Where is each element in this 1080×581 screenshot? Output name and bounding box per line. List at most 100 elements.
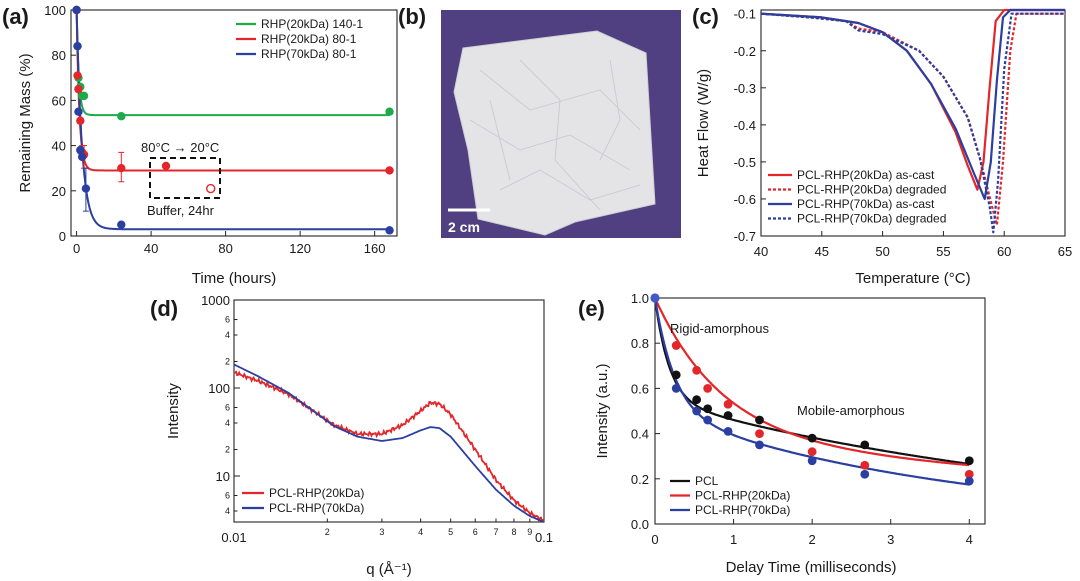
dsc-line-3	[760, 12, 1065, 234]
saxs-line-0	[233, 370, 545, 523]
x-tick-label-2: 2	[809, 532, 816, 547]
point-s2-4	[723, 426, 733, 436]
chart-d-ylabel: Intensity	[165, 383, 182, 439]
point-s0-2	[692, 395, 702, 405]
chart-d-legend: PCL-RHP(20kDa)PCL-RHP(70kDa)	[242, 486, 364, 515]
point-s2-1	[671, 384, 681, 393]
legend-label-0: PCL-RHP(20kDa)	[269, 486, 364, 500]
point-s1-5	[755, 429, 764, 438]
chart-c-xlabel: Temperature (°C)	[855, 270, 970, 287]
y-tick-label-0.6: 0.6	[631, 381, 649, 396]
x-tick-label-0: 0	[651, 532, 658, 547]
chart-c-dsc: 40 45 50 55 60 65 -0.1 -0.2 -0.3 -0.4 -0.5 -0.6 -0.7…	[695, 7, 1072, 287]
y-tick-label--0.4: -0.4	[734, 118, 756, 133]
x-tick-label-40: 40	[754, 244, 768, 259]
point-s2-2	[74, 107, 83, 116]
legend-label-0: RHP(20kDa) 140-1	[261, 17, 363, 31]
y-tick-label-3: 2	[225, 357, 230, 367]
y-tick-label-0.8: 0.8	[631, 336, 649, 351]
chart-e-ylabel: Intensity (a.u.)	[594, 363, 611, 458]
y-tick-label-0: 0	[59, 229, 66, 244]
point-s2-6	[117, 220, 126, 229]
point-s1-3	[76, 116, 85, 125]
point-s2-5	[81, 184, 91, 193]
x-tick-label-3: 3	[887, 532, 894, 547]
point-s1-4	[723, 399, 733, 409]
point-s0-7	[860, 440, 870, 450]
point-s1-2	[692, 365, 702, 375]
legend-label-1: PCL-RHP(20kDa) degraded	[797, 183, 946, 197]
x-tick-label-0: 0	[73, 241, 80, 256]
y-tick-label--0.5: -0.5	[734, 155, 756, 170]
x-tick-label-60: 60	[997, 244, 1011, 259]
point-s1-3	[703, 384, 713, 393]
chart-e-nmr: 0 1 2 3 40.00.20.40.60.81.0 Rigid-amorphous …	[594, 291, 986, 576]
chart-a-degradation: 0 40 80 120 160 0 20 40 60 80 100 80°C → 20°C Buff…	[17, 3, 398, 287]
x-tick-label-120: 120	[289, 241, 311, 256]
x-tick-label-55: 55	[936, 244, 950, 259]
y-tick-label-9: 6	[225, 491, 230, 501]
polymer-film	[453, 30, 656, 236]
legend-label-2: RHP(70kDa) 80-1	[261, 47, 357, 61]
point-s0-5	[79, 91, 89, 101]
y-tick-label-0.2: 0.2	[631, 472, 649, 487]
y-tick-label-80: 80	[52, 48, 66, 63]
y-tick-label--0.3: -0.3	[734, 81, 756, 96]
x-tick-label-65: 65	[1058, 244, 1072, 259]
panel-label-a: (a)	[2, 4, 29, 29]
chart-d-frame	[233, 299, 545, 523]
point-origin	[650, 293, 660, 303]
point-s0-1	[671, 370, 681, 380]
point-s1-1	[671, 341, 681, 350]
chart-a-xlabel: Time (hours)	[192, 270, 276, 287]
x-tick-label-160: 160	[364, 241, 386, 256]
y-tick-label-0: 0.0	[631, 517, 649, 532]
x-tick-label-45: 45	[815, 244, 829, 259]
x-tick-label-8: 9	[527, 527, 532, 537]
chart-a-ticks: 0 40 80 120 160 0 20 40 60 80 100	[44, 3, 385, 256]
x-tick-label-50: 50	[875, 244, 889, 259]
chart-d-xlabel: q (Å⁻¹)	[366, 561, 411, 578]
chart-a-annotation-box	[149, 157, 221, 199]
legend-label-2: PCL-RHP(70kDa) as-cast	[797, 197, 935, 211]
legend-label-0: PCL-RHP(20kDa) as-cast	[797, 168, 935, 182]
panel-label-d: (d)	[150, 296, 178, 321]
point-s0-7	[385, 107, 394, 116]
x-tick-label-80: 80	[218, 241, 232, 256]
point-s2-8	[964, 476, 974, 486]
x-tick-label-5: 6	[473, 527, 478, 537]
chart-e-points	[650, 293, 974, 486]
legend-label-1: PCL-RHP(70kDa)	[269, 501, 364, 515]
y-tick-label-20: 20	[52, 184, 66, 199]
point-s1-6	[807, 447, 817, 457]
chart-c-lines	[760, 8, 1065, 234]
x-tick-label-6: 7	[493, 527, 498, 537]
chart-a-annotation-bottom: Buffer, 24hr	[147, 203, 215, 218]
chart-d-lines	[233, 363, 545, 523]
x-tick-label-1: 2	[325, 527, 330, 537]
y-tick-label-40: 40	[52, 139, 66, 154]
point-s0-8	[964, 456, 974, 466]
point-s0-3	[703, 404, 713, 414]
chart-a-points	[72, 5, 394, 235]
x-tick-label-9: 0.1	[535, 530, 553, 545]
point-s1-8	[964, 469, 974, 479]
chart-e-frame	[654, 297, 986, 525]
y-tick-label--0.1: -0.1	[734, 7, 756, 22]
y-tick-label-10: 4	[225, 506, 230, 516]
point-s2-2	[692, 406, 702, 416]
point-s2-4	[77, 152, 87, 162]
point-s0-6	[807, 433, 817, 443]
point-s1-7	[860, 460, 870, 470]
fit-curve-0	[75, 9, 390, 117]
point-s2-5	[755, 440, 764, 450]
y-tick-label-0.4: 0.4	[631, 427, 649, 442]
chart-a-ylabel: Remaining Mass (%)	[17, 53, 34, 192]
y-tick-label-60: 60	[52, 93, 66, 108]
x-tick-label-2: 3	[379, 527, 384, 537]
x-tick-label-40: 40	[144, 241, 158, 256]
point-s2-7	[385, 226, 394, 235]
point-s0-5	[755, 415, 764, 425]
